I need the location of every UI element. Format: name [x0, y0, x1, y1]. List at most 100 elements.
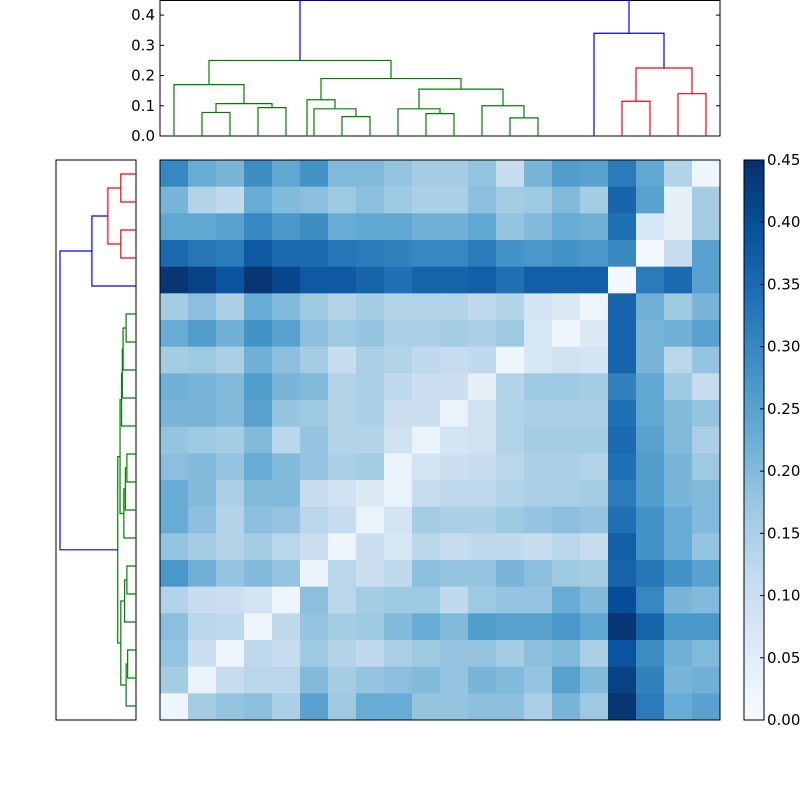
heatmap-cell: [412, 186, 441, 214]
heatmap-cell: [384, 586, 413, 614]
colorbar-tick-label: 0.35: [767, 275, 800, 293]
heatmap-cell: [496, 533, 525, 561]
heatmap-cell: [412, 373, 441, 401]
heatmap-cell: [664, 666, 693, 694]
heatmap-cell: [356, 613, 385, 641]
heatmap-cell: [552, 346, 581, 374]
heatmap-cell: [664, 320, 693, 347]
heatmap-cell: [468, 186, 497, 214]
top-dendrogram-tick-label: 0.1: [131, 97, 155, 115]
heatmap-cell: [216, 666, 245, 694]
heatmap-cell: [412, 160, 441, 187]
heatmap-cell: [608, 640, 637, 667]
heatmap-cell: [468, 506, 497, 534]
heatmap-cell: [300, 160, 329, 187]
heatmap-cell: [300, 426, 329, 454]
heatmap-cell: [272, 240, 301, 267]
heatmap-cell: [636, 293, 665, 321]
top-dendrogram-link: [677, 93, 707, 136]
heatmap-cell: [328, 506, 357, 534]
heatmap-cell: [580, 666, 609, 694]
heatmap-cell: [608, 400, 637, 427]
heatmap-cell: [468, 560, 497, 587]
heatmap-cell: [244, 613, 273, 641]
heatmap-cell: [524, 666, 553, 694]
heatmap-cell: [244, 693, 273, 721]
heatmap-cell: [636, 346, 665, 374]
heatmap-cell: [300, 693, 329, 721]
heatmap-cell: [160, 160, 189, 187]
heatmap-cell: [496, 453, 525, 481]
heatmap-cell: [496, 613, 525, 641]
heatmap-cell: [636, 186, 665, 214]
heatmap-cell: [524, 613, 553, 641]
heatmap-cell: [552, 506, 581, 534]
heatmap-cell: [160, 613, 189, 641]
heatmap-cell: [524, 213, 553, 241]
heatmap-cell: [608, 666, 637, 694]
heatmap-cell: [356, 480, 385, 507]
heatmap-cell: [300, 240, 329, 267]
heatmap-cell: [188, 266, 217, 294]
heatmap-cell: [664, 240, 693, 267]
heatmap-cell: [440, 480, 469, 507]
heatmap-cell: [692, 240, 721, 267]
top-dendrogram-tick-label: 0.2: [131, 67, 155, 85]
heatmap-cell: [468, 320, 497, 347]
top-dendrogram-link: [201, 111, 231, 136]
heatmap-cell: [188, 453, 217, 481]
heatmap-cell: [580, 693, 609, 721]
heatmap-cell: [412, 453, 441, 481]
heatmap-cell: [188, 293, 217, 321]
heatmap-cell: [188, 480, 217, 507]
heatmap-cell: [692, 640, 721, 667]
heatmap-cell: [608, 240, 637, 267]
heatmap-cell: [160, 586, 189, 614]
heatmap-cell: [580, 506, 609, 534]
heatmap-cell: [468, 266, 497, 294]
colorbar: 0.00 0.05 0.10 0.15 0.20 0.25 0.30 0.35 0.40 0.45: [743, 151, 800, 729]
heatmap-cell: [692, 320, 721, 347]
heatmap-cell: [496, 320, 525, 347]
heatmap-cell: [496, 480, 525, 507]
heatmap-cell: [440, 240, 469, 267]
heatmap-cell: [272, 400, 301, 427]
heatmap-cell: [356, 320, 385, 347]
top-dendrogram-link: [418, 88, 504, 109]
heatmap-cell: [664, 160, 693, 187]
heatmap-cell: [496, 266, 525, 294]
heatmap-cell: [160, 560, 189, 587]
colorbar-tick-label: 0.20: [767, 462, 800, 480]
heatmap-cell: [608, 293, 637, 321]
heatmap-cell: [272, 160, 301, 187]
heatmap-cell: [664, 613, 693, 641]
heatmap-cell: [664, 693, 693, 721]
heatmap-cell: [524, 693, 553, 721]
heatmap-cell: [692, 346, 721, 374]
heatmap-cell: [692, 533, 721, 561]
heatmap-cell: [608, 533, 637, 561]
heatmap-cell: [412, 506, 441, 534]
heatmap-cell: [160, 426, 189, 454]
heatmap-cell: [300, 320, 329, 347]
heatmap-cell: [216, 453, 245, 481]
heatmap-cell: [468, 533, 497, 561]
heatmap-cell: [356, 533, 385, 561]
heatmap-cell: [692, 613, 721, 641]
heatmap-cell: [664, 560, 693, 587]
heatmap-cell: [216, 640, 245, 667]
heatmap-cell: [244, 506, 273, 534]
heatmap-cell: [524, 293, 553, 321]
heatmap-cell: [216, 213, 245, 241]
heatmap-cell: [216, 346, 245, 374]
heatmap-cell: [160, 186, 189, 214]
heatmap-cell: [580, 426, 609, 454]
heatmap-cell: [328, 240, 357, 267]
heatmap-cell: [160, 266, 189, 294]
heatmap-cell: [244, 240, 273, 267]
heatmap-cell: [384, 160, 413, 187]
heatmap-cell: [440, 373, 469, 401]
heatmap-cell: [440, 533, 469, 561]
heatmap-cell: [636, 586, 665, 614]
heatmap-cell: [608, 266, 637, 294]
